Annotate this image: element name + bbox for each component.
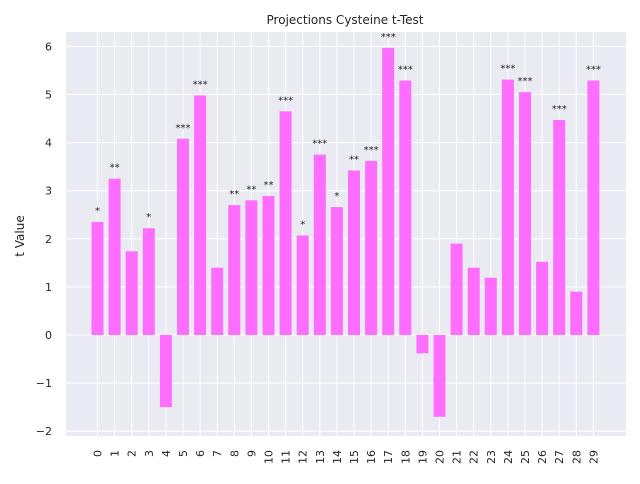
- bar-19: [416, 335, 429, 354]
- x-tick-label: 11: [280, 450, 293, 464]
- x-tick-label: 26: [536, 450, 549, 464]
- bars: [91, 47, 600, 417]
- x-tick-label: 4: [160, 450, 173, 457]
- x-tick-label: 15: [348, 450, 361, 464]
- x-tick-label: 3: [143, 450, 156, 457]
- bar-12: [296, 235, 309, 335]
- x-tick-label: 10: [263, 450, 276, 464]
- bar-0: [91, 221, 104, 335]
- bar-annotation: *: [146, 212, 151, 223]
- x-tick-label: 14: [331, 450, 344, 464]
- bar-29: [587, 80, 600, 335]
- y-tick-label: 4: [45, 137, 52, 150]
- y-tick-labels: −2 −1 0 1 2 3 4 5 6: [36, 40, 52, 438]
- bar-20: [433, 335, 446, 417]
- x-tick-label: 0: [92, 450, 105, 457]
- bar-1: [108, 178, 121, 335]
- bar-21: [450, 243, 463, 335]
- x-tick-label: 8: [228, 450, 241, 457]
- x-tick-label: 12: [297, 450, 310, 464]
- bar-23: [484, 277, 497, 335]
- bar-9: [245, 200, 258, 335]
- x-tick-label: 24: [502, 450, 515, 464]
- x-tick-label: 25: [519, 450, 532, 464]
- bar-3: [142, 228, 155, 335]
- bar-annotation: ***: [552, 104, 567, 115]
- bar-annotation: **: [229, 189, 239, 200]
- bar-16: [365, 160, 378, 335]
- bar-26: [536, 261, 549, 335]
- x-tick-label: 29: [587, 450, 600, 464]
- bar-11: [279, 111, 292, 335]
- y-tick-label: −1: [36, 377, 52, 390]
- bar-annotation: **: [264, 180, 274, 191]
- x-tick-label: 2: [126, 450, 139, 457]
- y-axis-label: t Value: [13, 215, 27, 256]
- bar-28: [570, 291, 583, 335]
- x-tick-label: 9: [245, 450, 258, 457]
- x-tick-label: 13: [314, 450, 327, 464]
- bar-annotation: ***: [193, 79, 208, 90]
- y-tick-label: 3: [45, 185, 52, 198]
- bar-annotation: ***: [364, 145, 379, 156]
- bar-annotation: ***: [381, 32, 396, 43]
- y-tick-label: 6: [45, 40, 52, 53]
- x-tick-label: 6: [194, 450, 207, 457]
- plot-area: [66, 32, 626, 436]
- bar-2: [125, 251, 138, 335]
- x-tick-label: 22: [468, 450, 481, 464]
- bar-8: [228, 205, 241, 335]
- bar-18: [399, 80, 412, 335]
- bar-annotation: **: [246, 184, 256, 195]
- x-tick-label: 7: [211, 450, 224, 457]
- x-tick-label: 23: [485, 450, 498, 464]
- bar-annotations: ************ ** ********************* *****…: [95, 32, 601, 231]
- y-tick-label: 2: [45, 233, 52, 246]
- bar-22: [467, 267, 480, 335]
- x-tick-label: 27: [553, 450, 566, 464]
- bar-15: [348, 170, 360, 335]
- bar-4: [159, 335, 172, 408]
- bar-27: [553, 120, 566, 335]
- x-tick-label: 17: [382, 450, 395, 464]
- bar-17: [382, 47, 395, 335]
- y-tick-label: 1: [45, 281, 52, 294]
- bar-annotation: ***: [176, 123, 191, 134]
- bar-annotation: *: [95, 206, 100, 217]
- x-tick-labels: 0 1 2 3 4 5 6 7 8 9 10 11 12 13 14 15 16 17 18 19 20 21 22 23 24…: [92, 450, 601, 464]
- x-tick-label: 1: [109, 450, 122, 457]
- bar-14: [330, 207, 343, 335]
- bar-13: [313, 154, 326, 335]
- x-tick-label: 16: [365, 450, 378, 464]
- bar-annotation: ***: [586, 65, 601, 76]
- bar-6: [194, 95, 207, 335]
- bar-10: [262, 196, 275, 335]
- bar-5: [177, 138, 189, 335]
- bar-annotation: ***: [518, 76, 533, 87]
- x-tick-label: 19: [416, 450, 429, 464]
- bar-24: [501, 79, 514, 335]
- chart-title: Projections Cysteine t-Test: [267, 13, 424, 27]
- x-tick-label: 5: [177, 450, 190, 457]
- bar-25: [519, 92, 531, 335]
- x-tick-label: 28: [570, 450, 583, 464]
- x-tick-label: 20: [434, 450, 447, 464]
- bar-annotation: *: [300, 219, 305, 230]
- bar-7: [211, 267, 224, 335]
- y-tick-label: −2: [36, 425, 52, 438]
- x-tick-label: 21: [451, 450, 464, 464]
- bar-annotation: ***: [312, 139, 327, 150]
- y-tick-label: 5: [45, 89, 52, 102]
- bar-annotation: ***: [500, 64, 515, 75]
- bar-annotation: *: [334, 191, 339, 202]
- y-tick-label: 0: [45, 329, 52, 342]
- bar-annotation: **: [110, 163, 120, 174]
- bar-annotation: **: [349, 155, 359, 166]
- x-tick-label: 18: [399, 450, 412, 464]
- bar-annotation: ***: [398, 65, 413, 76]
- bar-annotation: ***: [278, 95, 293, 106]
- y-gridlines: [66, 45, 626, 432]
